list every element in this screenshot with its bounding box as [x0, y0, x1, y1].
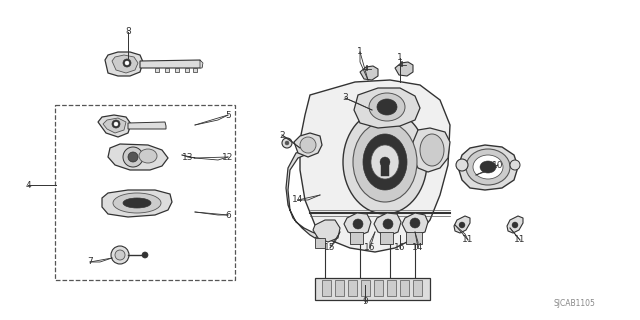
- Text: SJCAB1105: SJCAB1105: [553, 299, 595, 308]
- Bar: [361, 280, 370, 296]
- Text: 8: 8: [125, 28, 131, 36]
- Text: 12: 12: [222, 153, 234, 162]
- Ellipse shape: [142, 252, 148, 258]
- Ellipse shape: [456, 159, 468, 171]
- Ellipse shape: [383, 219, 393, 229]
- Polygon shape: [175, 68, 179, 72]
- Bar: [387, 280, 396, 296]
- Polygon shape: [103, 118, 126, 133]
- Polygon shape: [185, 68, 189, 72]
- Text: 9: 9: [362, 298, 368, 307]
- Text: 16: 16: [364, 244, 376, 252]
- Polygon shape: [315, 238, 325, 248]
- Ellipse shape: [112, 120, 120, 128]
- Text: 10: 10: [492, 161, 504, 170]
- Polygon shape: [105, 52, 143, 76]
- Ellipse shape: [371, 145, 399, 179]
- Polygon shape: [360, 66, 378, 80]
- Polygon shape: [344, 213, 371, 236]
- Text: 5: 5: [225, 110, 231, 119]
- Ellipse shape: [114, 122, 118, 126]
- Text: 16: 16: [394, 244, 406, 252]
- Ellipse shape: [123, 59, 131, 67]
- Ellipse shape: [125, 61, 129, 65]
- Text: 1: 1: [357, 47, 363, 57]
- Text: 2: 2: [279, 131, 285, 140]
- Polygon shape: [98, 115, 131, 137]
- Ellipse shape: [343, 110, 427, 214]
- Ellipse shape: [459, 222, 465, 228]
- Ellipse shape: [111, 246, 129, 264]
- Text: 6: 6: [225, 211, 231, 220]
- Ellipse shape: [353, 219, 363, 229]
- Polygon shape: [294, 133, 322, 157]
- Ellipse shape: [420, 134, 444, 166]
- Ellipse shape: [480, 161, 496, 173]
- Polygon shape: [108, 144, 168, 170]
- Ellipse shape: [410, 218, 420, 228]
- Bar: [348, 280, 357, 296]
- Polygon shape: [458, 145, 518, 190]
- Polygon shape: [140, 60, 202, 68]
- Ellipse shape: [466, 149, 510, 185]
- Ellipse shape: [285, 141, 289, 145]
- Polygon shape: [406, 232, 422, 244]
- Text: 11: 11: [462, 236, 474, 244]
- Ellipse shape: [380, 157, 390, 167]
- Bar: [381, 162, 389, 176]
- Text: 7: 7: [87, 258, 93, 267]
- Polygon shape: [374, 213, 401, 236]
- Ellipse shape: [123, 198, 151, 208]
- Polygon shape: [112, 55, 138, 73]
- Bar: [400, 280, 409, 296]
- Text: 15: 15: [324, 244, 336, 252]
- Polygon shape: [102, 190, 172, 217]
- Bar: [322, 280, 331, 296]
- Polygon shape: [413, 128, 450, 172]
- Polygon shape: [507, 216, 523, 233]
- Ellipse shape: [369, 93, 405, 121]
- Bar: [55, 105, 235, 280]
- Text: 14: 14: [292, 196, 304, 204]
- Polygon shape: [300, 80, 450, 252]
- Polygon shape: [313, 220, 340, 242]
- Ellipse shape: [139, 149, 157, 163]
- Ellipse shape: [510, 160, 520, 170]
- Text: 13: 13: [182, 153, 194, 162]
- Polygon shape: [200, 60, 203, 68]
- Ellipse shape: [123, 147, 143, 167]
- Ellipse shape: [363, 134, 407, 190]
- Polygon shape: [165, 68, 169, 72]
- Polygon shape: [380, 232, 393, 244]
- Polygon shape: [350, 232, 363, 244]
- Bar: [374, 280, 383, 296]
- Ellipse shape: [300, 137, 316, 153]
- Ellipse shape: [282, 138, 292, 148]
- Polygon shape: [193, 68, 197, 72]
- Text: 14: 14: [412, 244, 424, 252]
- Text: 11: 11: [515, 236, 525, 244]
- Polygon shape: [454, 216, 470, 233]
- Text: 1: 1: [397, 53, 403, 62]
- Polygon shape: [402, 213, 428, 235]
- Polygon shape: [354, 88, 420, 128]
- Ellipse shape: [377, 99, 397, 115]
- Ellipse shape: [512, 222, 518, 228]
- Polygon shape: [155, 68, 159, 72]
- Polygon shape: [395, 62, 413, 76]
- Polygon shape: [128, 122, 166, 129]
- Bar: [315, 278, 430, 300]
- Polygon shape: [286, 150, 320, 238]
- Ellipse shape: [473, 155, 503, 179]
- Text: 3: 3: [342, 93, 348, 102]
- Bar: [335, 280, 344, 296]
- Ellipse shape: [353, 122, 417, 202]
- Bar: [413, 280, 422, 296]
- Ellipse shape: [113, 193, 161, 213]
- Text: 4: 4: [25, 180, 31, 189]
- Ellipse shape: [128, 152, 138, 162]
- Ellipse shape: [115, 250, 125, 260]
